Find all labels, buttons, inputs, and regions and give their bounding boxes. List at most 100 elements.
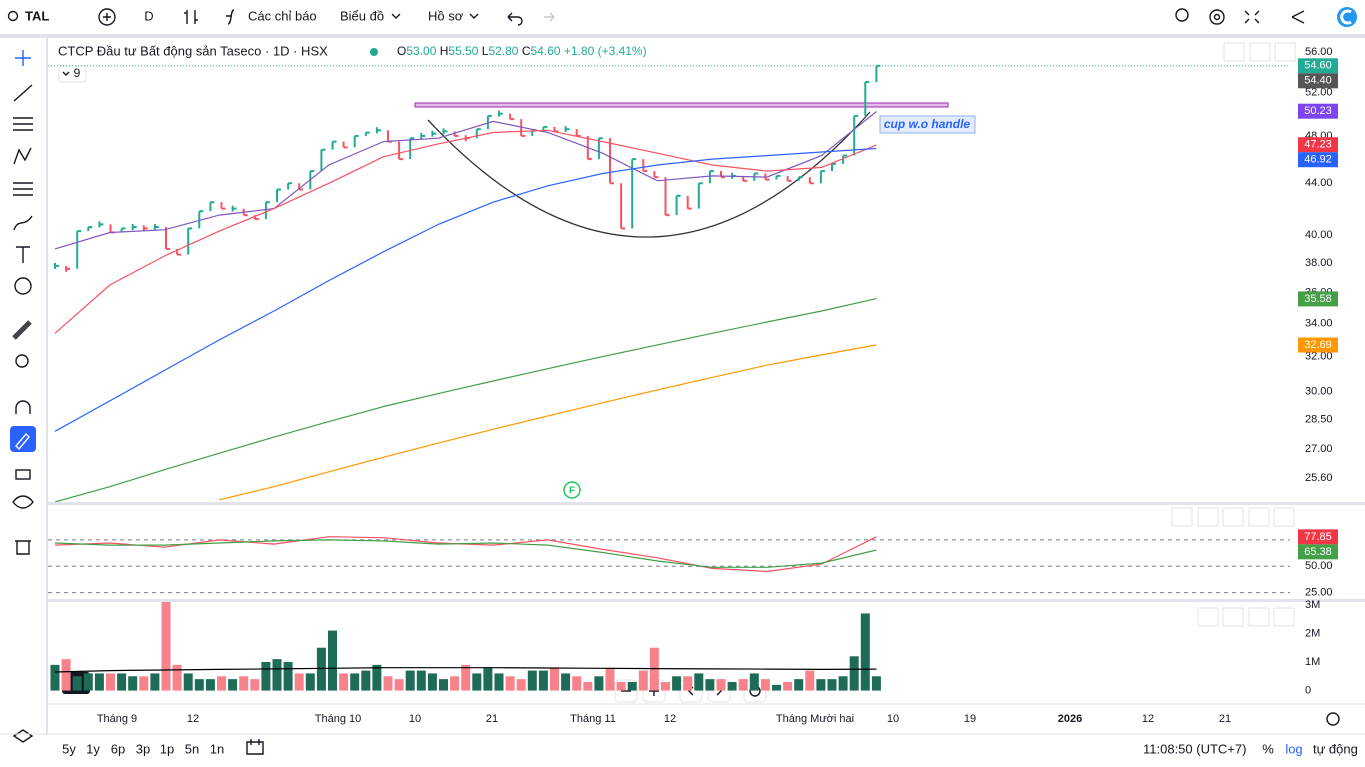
axis-settings[interactable] [1326, 712, 1340, 726]
chart-menu[interactable]: Biểu đồ [340, 8, 384, 23]
annotation-box[interactable] [879, 115, 976, 134]
log-toggle[interactable]: log [1285, 741, 1302, 756]
volume-bar [760, 679, 770, 691]
x-tick-label: 21 [486, 713, 498, 725]
fib[interactable] [13, 117, 33, 131]
y-tick-label: 25.00 [1305, 587, 1333, 599]
x-tick-label: Tháng 11 [570, 713, 616, 725]
settings-dot [1213, 13, 1221, 21]
layers[interactable] [12, 729, 34, 743]
price-bar [542, 125, 548, 131]
chart-type-icon[interactable] [184, 10, 198, 24]
chevron [469, 13, 479, 19]
fx-icon[interactable] [226, 9, 235, 25]
top-toolbar [0, 0, 1365, 34]
lock[interactable] [15, 469, 31, 480]
quick-search[interactable] [1175, 8, 1189, 22]
search-icon[interactable] [7, 10, 19, 22]
settings[interactable] [1209, 9, 1225, 25]
y-tick-label: 27.00 [1305, 443, 1333, 455]
volume-bar [461, 664, 471, 691]
range-button[interactable]: 1p [160, 741, 174, 756]
pane-button[interactable] [1222, 607, 1244, 627]
percent-toggle[interactable]: % [1262, 741, 1274, 756]
price-bar [398, 141, 404, 161]
pane-button[interactable] [1273, 507, 1295, 527]
pane-button[interactable] [1249, 42, 1271, 62]
price-bar [231, 205, 237, 212]
pane-button[interactable] [1223, 42, 1245, 62]
volume-bar [450, 676, 460, 691]
text-tool[interactable] [16, 246, 30, 263]
zoom[interactable] [15, 354, 29, 368]
eye[interactable] [12, 495, 34, 509]
emoji[interactable] [14, 277, 32, 295]
ruler[interactable] [12, 320, 32, 340]
range-button[interactable]: 1n [210, 741, 224, 756]
range-button[interactable]: 6p [111, 741, 125, 756]
x-tick-label: Tháng 10 [315, 713, 361, 725]
range-button[interactable]: 5y [62, 741, 76, 756]
redo[interactable] [544, 12, 555, 22]
logo[interactable] [1337, 7, 1357, 27]
fullscreen[interactable] [1244, 10, 1260, 24]
volume-bar [749, 673, 759, 691]
pane-button[interactable] [1197, 607, 1219, 627]
brush[interactable] [13, 215, 33, 231]
indicators-button[interactable]: Các chỉ báo [248, 8, 317, 23]
pane-button[interactable] [1273, 607, 1295, 627]
volume-bar [350, 673, 360, 691]
price-bar [165, 227, 170, 250]
pattern[interactable] [13, 147, 32, 165]
interval[interactable]: D [144, 8, 153, 23]
profile-menu[interactable]: Hồ sơ [428, 8, 464, 23]
price-bar [475, 128, 481, 139]
volume-bar [427, 673, 437, 691]
price-bar [564, 126, 570, 133]
volume-bar [394, 679, 404, 691]
resistance-box[interactable] [414, 102, 949, 108]
volume-bar [50, 664, 60, 691]
forecast[interactable] [13, 182, 33, 196]
trash[interactable] [15, 540, 31, 555]
price-label [1298, 103, 1338, 119]
price-bar [375, 127, 381, 134]
lock-drawing[interactable] [10, 426, 36, 452]
symbol[interactable]: TAL [25, 8, 49, 23]
event-marker[interactable] [563, 481, 581, 499]
price-bar [797, 176, 803, 181]
x-tick-label: 12 [1142, 713, 1154, 725]
magnet[interactable] [15, 400, 31, 414]
y-tick-label: 25.60 [1305, 472, 1333, 484]
volume-bar [672, 676, 682, 691]
range-button[interactable]: 1y [86, 741, 100, 756]
goto-date[interactable] [246, 739, 264, 755]
y-tick-label: 3M [1305, 599, 1320, 611]
pane-button[interactable] [1222, 507, 1244, 527]
price-bar [808, 177, 814, 185]
x-tick-label: 2026 [1058, 713, 1082, 725]
range-button[interactable]: 5n [185, 741, 199, 756]
share[interactable] [1291, 10, 1305, 24]
pane-button[interactable] [1248, 607, 1270, 627]
x-tick-label: 21 [1219, 713, 1231, 725]
trend-line[interactable] [13, 84, 33, 102]
crosshair[interactable] [15, 50, 31, 66]
compare-icon[interactable] [98, 8, 116, 26]
pane-button[interactable] [1197, 507, 1219, 527]
pane-button[interactable] [1248, 507, 1270, 527]
volume-bar [194, 679, 204, 691]
pane-button[interactable] [1171, 507, 1193, 527]
undo[interactable] [507, 12, 523, 26]
volume-bar [727, 682, 737, 691]
price-bar [631, 158, 637, 229]
volume-bar [738, 679, 748, 691]
auto-toggle[interactable]: tự động [1313, 741, 1358, 756]
volume-bar [161, 602, 171, 691]
range-button[interactable]: 3p [136, 741, 150, 756]
collapse-indicators[interactable] [58, 65, 87, 83]
cup-arc[interactable] [427, 111, 871, 238]
price-bar [686, 195, 692, 210]
pane-button[interactable] [1274, 42, 1296, 62]
